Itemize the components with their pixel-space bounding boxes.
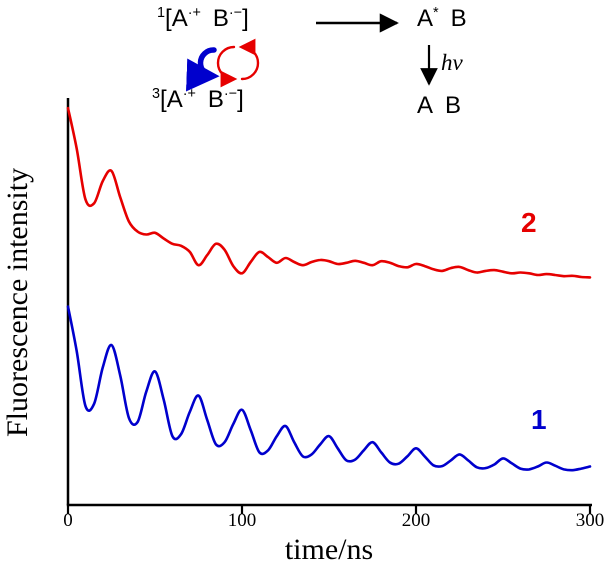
- curve-label-1: 1: [531, 404, 547, 435]
- spin-interconversion-arrow-red-right: [238, 38, 260, 81]
- bracket-open: [: [165, 5, 172, 32]
- curve-2: [66, 106, 592, 279]
- radical-anion-sign: ·−: [228, 5, 243, 21]
- ground-b: B: [445, 92, 462, 119]
- excited-star: *: [433, 5, 439, 21]
- bracket-close: ]: [237, 86, 244, 113]
- radical-a: A: [166, 86, 183, 113]
- radical-b: B: [207, 86, 224, 113]
- curve-label-2: 2: [521, 207, 537, 238]
- bracket-open: [: [160, 86, 167, 113]
- singlet-spin-multiplicity: 1: [157, 5, 166, 21]
- spin-interconversion-arrow-blue: [185, 47, 220, 92]
- singlet-radical-pair-label: 1[A·+ B·−]: [157, 5, 249, 33]
- radical-b: B: [212, 5, 229, 32]
- radical-a: A: [171, 5, 188, 32]
- triplet-radical-pair-label: 3[A·+ B·−]: [152, 86, 244, 114]
- x-tick-label-200: 200: [401, 510, 431, 531]
- excited-product-label: A* B: [417, 5, 467, 33]
- radical-cation-sign: ·+: [187, 5, 201, 21]
- ground-a: A: [417, 92, 434, 119]
- x-axis-ticks: [66, 505, 592, 514]
- triplet-spin-multiplicity: 3: [152, 86, 161, 102]
- product-b: B: [450, 5, 467, 32]
- x-axis-label: time/ns: [284, 533, 374, 566]
- plot-axes: [66, 98, 592, 514]
- curve-1: [66, 305, 592, 472]
- radical-cation-sign: ·+: [182, 86, 196, 102]
- x-tick-label-100: 100: [227, 510, 257, 531]
- x-tick-label-0: 0: [63, 510, 73, 531]
- radical-anion-sign: ·−: [223, 86, 238, 102]
- hv-photon-label: hν: [441, 50, 463, 75]
- y-axis-label: Fluorescence intensity: [1, 167, 34, 438]
- fluorescence-curves: [66, 106, 592, 472]
- bracket-close: ]: [242, 5, 249, 32]
- x-tick-label-300: 300: [575, 510, 605, 531]
- excited-a: A: [417, 5, 434, 32]
- spin-interconversion-arrow-red-left: [216, 45, 238, 88]
- scheme-arrows: [185, 13, 438, 92]
